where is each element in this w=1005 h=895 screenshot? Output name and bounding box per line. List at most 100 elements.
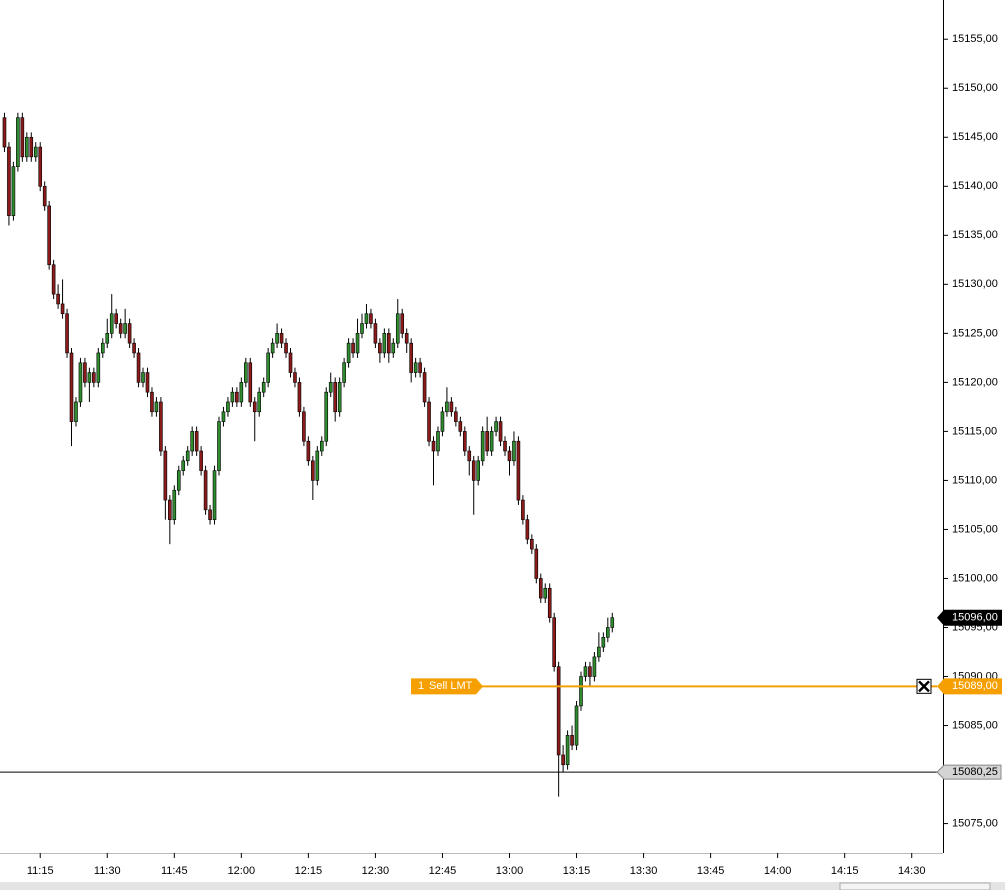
x-tick-label: 12:15 xyxy=(295,865,323,877)
candle-body xyxy=(337,382,342,413)
candle-body xyxy=(471,460,476,481)
candle-body xyxy=(60,303,65,315)
candle-body xyxy=(521,499,525,520)
candle-body xyxy=(360,323,364,334)
order-tag[interactable] xyxy=(411,678,483,695)
order-type[interactable]: Sell LMT xyxy=(429,680,473,692)
y-tick-label: 15150,00 xyxy=(952,82,998,94)
y-tick-label: 15115,00 xyxy=(952,425,997,437)
candle-body xyxy=(20,117,25,158)
candle-body xyxy=(127,323,132,344)
candle-body xyxy=(78,362,83,403)
candle-body xyxy=(311,460,315,481)
candle-body xyxy=(51,264,56,295)
candle-body xyxy=(530,538,534,550)
candle-body xyxy=(418,362,422,373)
candle-body xyxy=(69,352,74,422)
y-tick-label: 15110,00 xyxy=(952,474,997,486)
candle-body xyxy=(244,362,248,383)
candle-body xyxy=(284,342,288,354)
candle-body xyxy=(288,352,293,373)
candle-body xyxy=(574,705,579,746)
candle-body xyxy=(351,342,355,354)
x-tick-label: 11:15 xyxy=(27,865,54,877)
candle-body xyxy=(293,372,297,383)
candle-body xyxy=(159,401,163,452)
candle-body xyxy=(561,754,565,766)
candle-body xyxy=(387,333,391,354)
current-price-label: 15096,00 xyxy=(952,612,998,624)
candle-body xyxy=(261,382,266,393)
y-tick-label: 15105,00 xyxy=(952,523,998,535)
candle-body xyxy=(145,372,150,393)
candle-body xyxy=(409,342,413,373)
candle-body xyxy=(525,519,530,540)
candle-body xyxy=(592,656,597,677)
candle-body xyxy=(42,185,47,207)
candle-body xyxy=(226,401,230,413)
candle-body xyxy=(333,382,337,413)
candle-body xyxy=(538,578,543,599)
candle-body xyxy=(194,431,199,452)
candle-body xyxy=(413,362,418,373)
current-price-box xyxy=(937,609,1002,626)
candle-body xyxy=(445,401,449,413)
candle-body xyxy=(203,470,208,511)
order-quantity[interactable]: 1 xyxy=(418,680,424,692)
candle-body xyxy=(342,362,346,383)
candle-body xyxy=(132,342,136,354)
candle-body xyxy=(154,401,159,413)
candle-body xyxy=(543,587,548,599)
candle-body xyxy=(436,431,440,452)
candle-body xyxy=(252,401,257,413)
x-tick-label: 12:00 xyxy=(228,865,256,877)
candle-body xyxy=(302,411,306,442)
candle-body xyxy=(400,313,405,334)
candle-body xyxy=(176,470,181,491)
candle-body xyxy=(33,146,38,158)
x-tick-label: 12:45 xyxy=(429,865,457,877)
candle-body xyxy=(230,391,235,403)
candle-body xyxy=(92,372,96,383)
candle-body xyxy=(494,421,498,432)
candle-body xyxy=(601,636,606,648)
candle-body xyxy=(512,440,516,462)
candle-body xyxy=(297,382,302,413)
scrollbar[interactable] xyxy=(0,882,1005,890)
candle-body xyxy=(503,440,507,452)
candle-body xyxy=(324,391,329,442)
y-tick-label: 15100,00 xyxy=(952,572,998,584)
candle-body xyxy=(29,136,34,158)
candle-body xyxy=(83,362,87,383)
candle-body xyxy=(257,391,262,413)
candle-body xyxy=(239,382,244,403)
candle-body xyxy=(163,450,168,501)
candle-body xyxy=(270,342,275,354)
x-tick-label: 14:15 xyxy=(831,865,859,877)
candle-body xyxy=(364,313,369,324)
candle-body xyxy=(431,440,436,452)
x-tick-label: 13:15 xyxy=(563,865,591,877)
y-tick-label: 15085,00 xyxy=(952,719,998,731)
candle-body xyxy=(610,617,615,628)
candle-body xyxy=(181,460,186,471)
scroll-thumb[interactable] xyxy=(839,882,991,891)
candle-body xyxy=(266,352,270,383)
y-tick-label: 15075,00 xyxy=(952,817,998,829)
candle-body xyxy=(212,470,217,520)
candle-body xyxy=(47,205,51,266)
candle-body xyxy=(141,372,145,383)
candle-body xyxy=(516,440,521,501)
y-tick-label: 15135,00 xyxy=(952,229,998,241)
candle-body xyxy=(498,421,503,442)
candle-body xyxy=(199,450,203,471)
y-tick-label: 15125,00 xyxy=(952,327,998,339)
x-tick-label: 13:45 xyxy=(697,865,725,877)
candle-body xyxy=(583,666,588,677)
candle-body xyxy=(355,333,360,354)
candle-body xyxy=(279,333,284,344)
candle-body xyxy=(507,450,512,462)
candle-body xyxy=(150,391,154,413)
